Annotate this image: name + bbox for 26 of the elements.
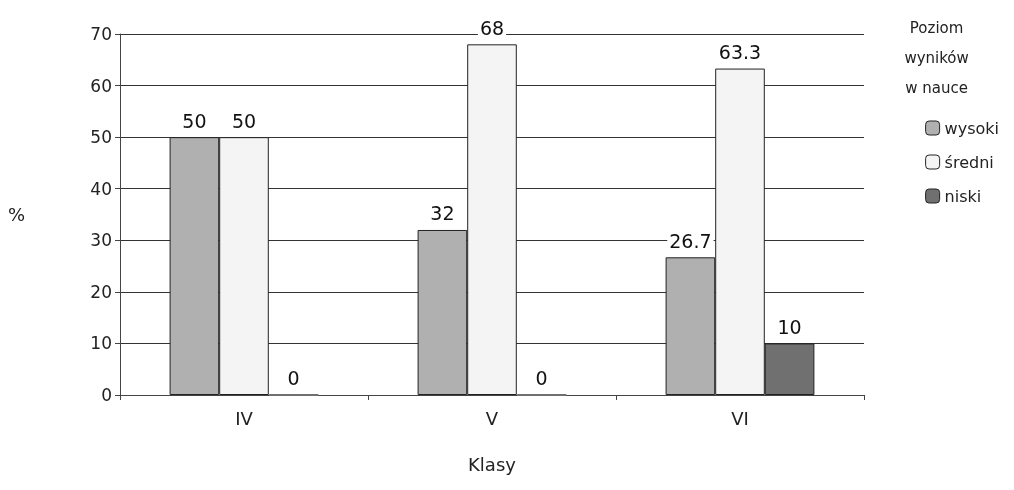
data-label: 10 — [777, 315, 802, 338]
x-axis-title: Klasy — [468, 453, 517, 475]
legend-label: niski — [944, 186, 982, 206]
y-tick-label: 10 — [90, 333, 112, 354]
y-axis-title: % — [7, 204, 25, 225]
data-label: 0 — [287, 366, 300, 389]
x-tick-label: IV — [235, 407, 254, 429]
data-label: 68 — [479, 16, 505, 39]
legend-label: średni — [944, 152, 994, 172]
data-label: 0 — [535, 366, 548, 389]
y-tick-label: 60 — [90, 75, 112, 96]
y-tick-label: 40 — [90, 178, 112, 199]
y-tick-label: 30 — [90, 230, 112, 251]
y-tick-label: 70 — [90, 24, 112, 44]
x-tick-label: VI — [731, 407, 749, 429]
x-tick-label: V — [485, 407, 499, 429]
y-tick-label: 50 — [90, 127, 112, 148]
data-label: 26.7 — [669, 229, 712, 252]
data-label: 32 — [430, 202, 455, 225]
data-label: 50 — [182, 109, 207, 132]
legend-title: Poziom wyników w nauce — [904, 19, 969, 97]
data-label: 63.3 — [718, 41, 762, 64]
y-tick-label: 20 — [90, 281, 112, 302]
legend-label: wysoki — [944, 118, 999, 138]
y-tick-label: 0 — [101, 385, 112, 405]
data-label: 50 — [231, 109, 257, 132]
